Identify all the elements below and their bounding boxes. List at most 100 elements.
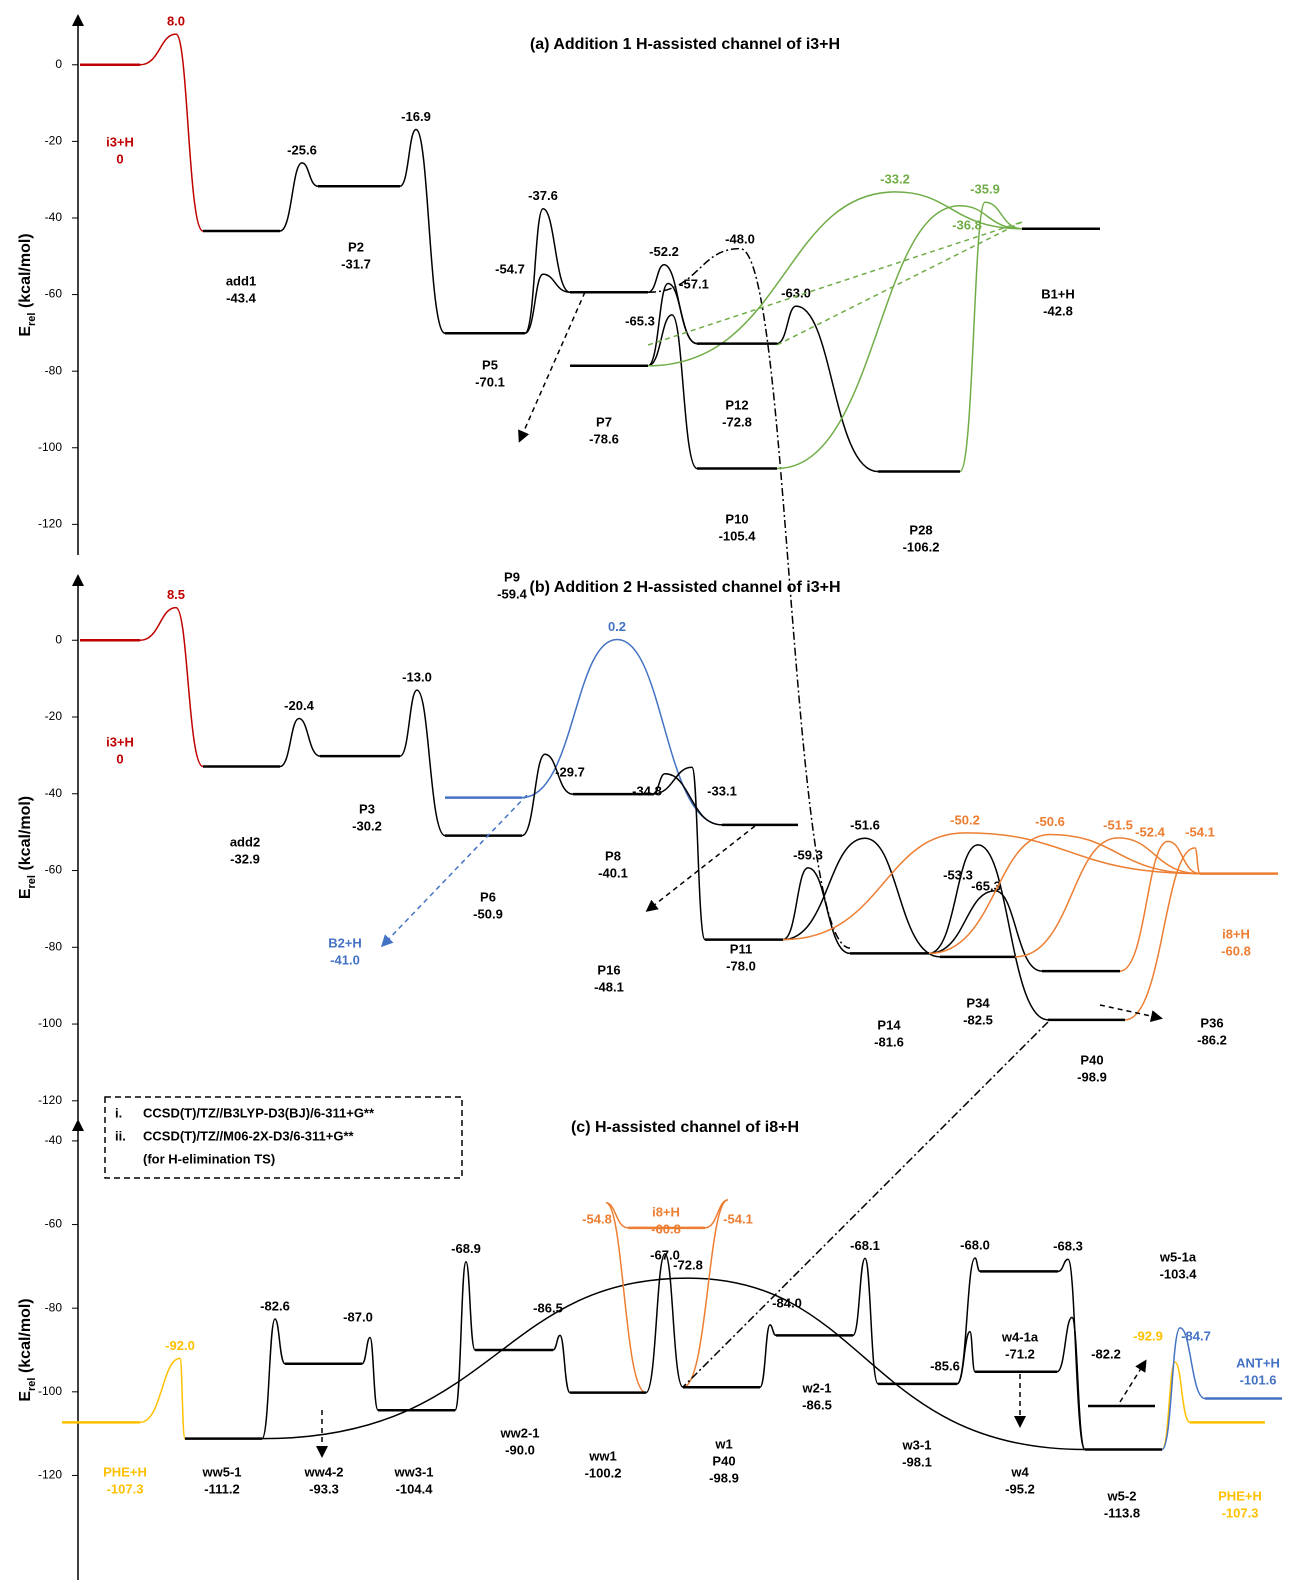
species-name: P3: [359, 801, 375, 816]
species-energy: -48.1: [594, 979, 624, 994]
species-energy: -41.0: [330, 952, 360, 967]
species-name: ww5-1: [201, 1464, 241, 1479]
barrier-label: -68.3: [1053, 1239, 1083, 1254]
species-name: P8: [605, 848, 621, 863]
y-axis-label: Erel (kcal/mol): [17, 233, 38, 336]
y-axis-label-part: (kcal/mol): [17, 233, 34, 312]
barrier-curve: [646, 1254, 683, 1393]
barrier-label: -82.2: [1091, 1346, 1121, 1361]
barrier-label: -68.9: [451, 1241, 481, 1256]
species-name: add2: [230, 834, 260, 849]
barrier-label: -54.8: [582, 1211, 612, 1226]
species-energy: -31.7: [341, 256, 371, 271]
barrier-label: -82.6: [260, 1298, 290, 1313]
species-name: i8+H: [1222, 926, 1250, 941]
link-arrow: [777, 222, 1022, 345]
y-tick-label: 0: [55, 57, 62, 71]
barrier-curve: [957, 1258, 980, 1384]
species-energy: -30.2: [352, 818, 382, 833]
y-tick-label: -100: [38, 440, 62, 454]
species-name: w2-1: [802, 1380, 832, 1395]
barrier-curve: [1162, 1362, 1190, 1449]
species-energy: -98.9: [1077, 1069, 1107, 1084]
species-name: w4: [1010, 1464, 1029, 1479]
species-energy: -42.8: [1043, 303, 1073, 318]
barrier-label: -37.6: [528, 188, 558, 203]
species-energy: -72.8: [722, 414, 752, 429]
barrier-curve: [1162, 1328, 1205, 1450]
barrier-label: -84.7: [1181, 1328, 1211, 1343]
barrier-label: -54.7: [495, 261, 525, 276]
note-index: i.: [115, 1105, 122, 1120]
species-name: i3+H: [106, 134, 134, 149]
barrier-label: -50.6: [1035, 814, 1065, 829]
barrier-label: -13.0: [402, 670, 432, 685]
species-energy: -100.2: [585, 1465, 622, 1480]
species-name: P40: [712, 1453, 735, 1468]
barrier-curve: [262, 1319, 285, 1439]
y-axis-label-part: rel: [26, 1378, 38, 1391]
barrier-curve: [777, 306, 878, 471]
barrier-curve: [960, 202, 1022, 471]
y-tick-label: -40: [45, 786, 63, 800]
species-name: ww4-2: [303, 1464, 343, 1479]
species-name: PHE+H: [103, 1464, 147, 1479]
barrier-curve: [606, 1203, 646, 1393]
species-name: w1: [714, 1436, 732, 1451]
barrier-curve: [525, 209, 570, 333]
barrier-label: -87.0: [343, 1309, 373, 1324]
barrier-curve: [648, 249, 850, 948]
species-energy: -90.0: [505, 1442, 535, 1457]
y-tick-label: 0: [55, 632, 62, 646]
species-name: ww3-1: [393, 1464, 433, 1479]
y-axis-label: Erel (kcal/mol): [17, 1298, 38, 1401]
species-energy: 0: [116, 751, 123, 766]
barrier-curve: [362, 1337, 378, 1410]
barrier-curve: [652, 774, 722, 825]
barrier-curve: [652, 767, 705, 939]
y-axis-label-part: E: [17, 888, 34, 899]
y-tick-label: -80: [45, 939, 63, 953]
barrier-curve: [262, 1278, 1085, 1449]
species-name: i3+H: [106, 734, 134, 749]
species-energy: -103.4: [1160, 1266, 1198, 1281]
species-energy: -93.3: [309, 1481, 339, 1496]
barrier-curve: [1015, 838, 1200, 957]
barrier-label: -59.3: [793, 847, 823, 862]
y-axis-label-part: rel: [26, 875, 38, 888]
barrier-label: -16.9: [401, 109, 431, 124]
barrier-label: -25.6: [287, 142, 317, 157]
species-energy: -107.3: [1222, 1505, 1259, 1520]
barrier-curve: [1057, 1317, 1085, 1449]
barrier-label: -86.5: [533, 1300, 563, 1315]
y-tick-label: -20: [45, 134, 63, 148]
note-text: (for H-elimination TS): [143, 1151, 275, 1166]
species-name: P16: [597, 962, 620, 977]
barrier-label: -85.6: [930, 1358, 960, 1373]
barrier-label: -92.9: [1133, 1328, 1163, 1343]
note-index: ii.: [115, 1128, 126, 1143]
barrier-label: -67.0: [650, 1247, 680, 1262]
barrier-curve: [140, 34, 203, 231]
barrier-label: 8.0: [167, 14, 185, 29]
species-energy: -104.4: [396, 1481, 434, 1496]
y-tick-label: -80: [45, 363, 63, 377]
species-name: w3-1: [902, 1437, 932, 1452]
species-energy: -95.2: [1005, 1481, 1035, 1496]
y-tick-label: -20: [45, 709, 63, 723]
y-tick-label: -80: [45, 1300, 63, 1314]
y-tick-label: -60: [45, 287, 63, 301]
species-energy: -43.4: [226, 290, 256, 305]
barrier-label: -29.7: [555, 764, 585, 779]
species-energy: -59.4: [497, 586, 527, 601]
barrier-label: -84.0: [772, 1295, 802, 1310]
species-name: ww2-1: [499, 1425, 539, 1440]
link-arrow: [683, 1022, 1048, 1387]
barrier-label: -20.4: [284, 698, 314, 713]
species-name: B2+H: [328, 935, 362, 950]
y-tick-label: -100: [38, 1384, 62, 1398]
note-text: CCSD(T)/TZ//M06-2X-D3/6-311+G**: [143, 1128, 355, 1143]
y-axis-label-part: (kcal/mol): [17, 796, 34, 875]
y-tick-label: -120: [38, 1093, 62, 1107]
species-name: ANT+H: [1236, 1355, 1280, 1370]
